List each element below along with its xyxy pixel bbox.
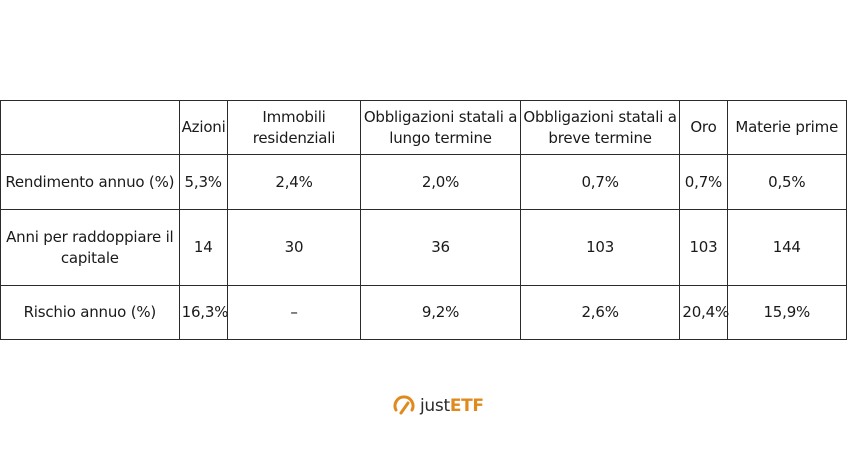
table-row: Anni per raddoppiare il capitale 14 30 3… (0, 209, 847, 286)
table-header-cell: Oro (679, 100, 728, 155)
table-header-cell: Materie prime (726, 100, 847, 155)
table-header-cell: Azioni (178, 100, 228, 155)
logo-text-just: just (420, 396, 450, 416)
gauge-icon (392, 394, 416, 418)
table-cell: 2,4% (226, 154, 362, 210)
table-cell: 14 (178, 209, 228, 286)
table-cell: 2,0% (360, 154, 521, 210)
table-cell: 9,2% (360, 285, 521, 340)
table-cell: – (226, 285, 362, 340)
table-row: Rischio annuo (%) 16,3% – 9,2% 2,6% 20,4… (0, 285, 847, 340)
table-cell: 36 (360, 209, 521, 286)
table-cell: 0,7% (519, 154, 681, 210)
table-cell: 20,4% (679, 285, 729, 340)
table-header-cell: Immobili residenziali (226, 100, 362, 155)
table-row: Rendimento annuo (%) 5,3% 2,4% 2,0% 0,7%… (0, 154, 847, 210)
table-cell: 0,5% (726, 154, 847, 210)
table-cell: 144 (726, 209, 847, 286)
row-label: Rendimento annuo (%) (0, 154, 180, 210)
table-cell: 30 (226, 209, 362, 286)
logo-wordmark: justETF (420, 396, 484, 416)
table-cell: 5,3% (178, 154, 228, 210)
logo-text-etf: ETF (449, 396, 484, 416)
comparison-table: Azioni Immobili residenziali Obbligazion… (0, 100, 847, 340)
table-cell: 16,3% (178, 285, 228, 340)
table-cell: 15,9% (726, 285, 847, 340)
table-header-cell: Obbligazioni statali a breve termine (519, 100, 681, 155)
table-cell: 0,7% (679, 154, 728, 210)
justetf-logo: justETF (392, 393, 484, 419)
table-cell: 103 (519, 209, 681, 286)
row-label: Rischio annuo (%) (0, 285, 180, 340)
table-header-cell: Obbligazioni statali a lungo termine (360, 100, 521, 155)
table-header-row: Azioni Immobili residenziali Obbligazion… (0, 100, 847, 155)
table-header-cell-empty (0, 100, 180, 155)
table-cell: 103 (679, 209, 728, 286)
table-cell: 2,6% (519, 285, 681, 340)
row-label: Anni per raddoppiare il capitale (0, 209, 180, 286)
